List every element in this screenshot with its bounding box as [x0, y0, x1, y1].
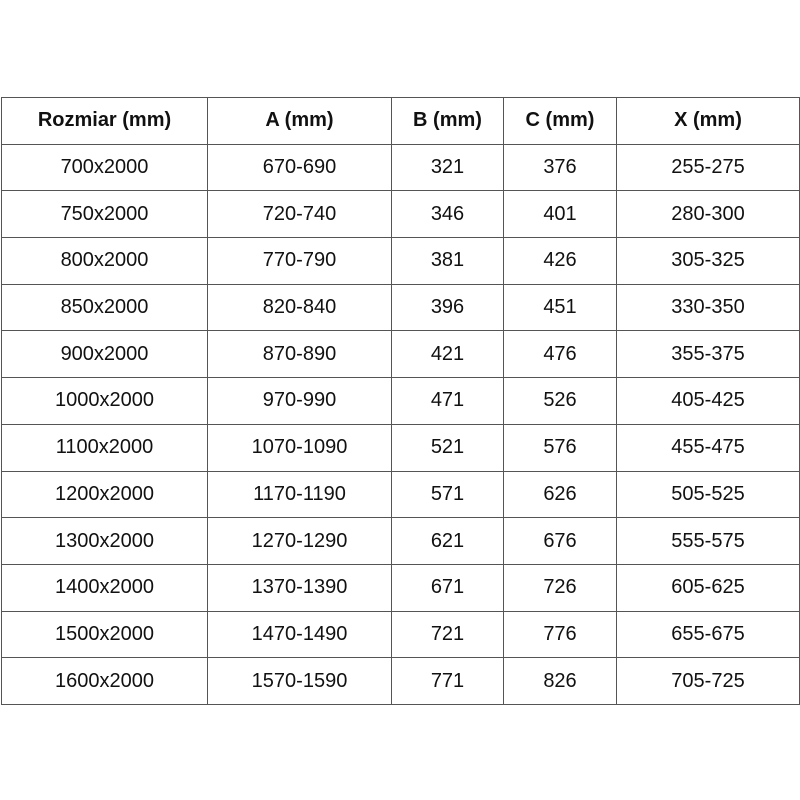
cell-a: 870-890 [207, 330, 392, 379]
cell-x: 605-625 [616, 563, 800, 612]
cell-size: 750x2000 [1, 190, 208, 239]
cell-a: 970-990 [207, 377, 392, 425]
cell-size: 1000x2000 [1, 377, 208, 425]
column-header-c: C (mm) [503, 97, 617, 145]
column-header-a: A (mm) [207, 97, 392, 145]
column-header-b: B (mm) [391, 97, 504, 145]
cell-b: 421 [391, 330, 504, 379]
cell-size: 900x2000 [1, 330, 208, 379]
cell-x: 655-675 [616, 610, 800, 659]
cell-a: 1070-1090 [207, 423, 392, 472]
cell-a: 820-840 [207, 283, 392, 332]
cell-a: 1170-1190 [207, 470, 392, 519]
cell-b: 321 [391, 143, 504, 192]
column-header-size: Rozmiar (mm) [1, 97, 208, 145]
cell-c: 476 [503, 330, 617, 379]
cell-a: 1470-1490 [207, 610, 392, 659]
cell-c: 676 [503, 517, 617, 565]
cell-b: 521 [391, 423, 504, 472]
cell-x: 355-375 [616, 330, 800, 379]
cell-x: 405-425 [616, 377, 800, 425]
cell-x: 280-300 [616, 190, 800, 239]
cell-b: 571 [391, 470, 504, 519]
cell-size: 1500x2000 [1, 610, 208, 659]
cell-size: 1200x2000 [1, 470, 208, 519]
cell-a: 1570-1590 [207, 657, 392, 705]
cell-b: 346 [391, 190, 504, 239]
cell-b: 771 [391, 657, 504, 705]
cell-b: 721 [391, 610, 504, 659]
table-row: 1600x2000 1570-1590 771 826 705-725 [1, 657, 800, 705]
cell-size: 700x2000 [1, 143, 208, 192]
cell-x: 555-575 [616, 517, 800, 565]
table-row: 700x2000 670-690 321 376 255-275 [1, 143, 800, 192]
cell-a: 1270-1290 [207, 517, 392, 565]
table-row: 1000x2000 970-990 471 526 405-425 [1, 377, 800, 425]
cell-a: 770-790 [207, 237, 392, 285]
cell-b: 471 [391, 377, 504, 425]
table-row: 1100x2000 1070-1090 521 576 455-475 [1, 423, 800, 472]
table-row: 800x2000 770-790 381 426 305-325 [1, 237, 800, 285]
table-row: 1500x2000 1470-1490 721 776 655-675 [1, 610, 800, 659]
cell-x: 505-525 [616, 470, 800, 519]
cell-x: 705-725 [616, 657, 800, 705]
cell-c: 776 [503, 610, 617, 659]
cell-b: 621 [391, 517, 504, 565]
cell-size: 1400x2000 [1, 563, 208, 612]
cell-c: 526 [503, 377, 617, 425]
table-row: 750x2000 720-740 346 401 280-300 [1, 190, 800, 239]
cell-a: 1370-1390 [207, 563, 392, 612]
cell-b: 396 [391, 283, 504, 332]
header-row: Rozmiar (mm) A (mm) B (mm) C (mm) X (mm) [1, 97, 800, 145]
cell-c: 401 [503, 190, 617, 239]
cell-c: 451 [503, 283, 617, 332]
cell-b: 671 [391, 563, 504, 612]
cell-c: 376 [503, 143, 617, 192]
cell-size: 800x2000 [1, 237, 208, 285]
cell-x: 455-475 [616, 423, 800, 472]
cell-a: 720-740 [207, 190, 392, 239]
table-row: 900x2000 870-890 421 476 355-375 [1, 330, 800, 379]
table-row: 850x2000 820-840 396 451 330-350 [1, 283, 800, 332]
cell-x: 255-275 [616, 143, 800, 192]
table-row: 1200x2000 1170-1190 571 626 505-525 [1, 470, 800, 519]
cell-size: 1300x2000 [1, 517, 208, 565]
cell-b: 381 [391, 237, 504, 285]
cell-c: 626 [503, 470, 617, 519]
cell-c: 576 [503, 423, 617, 472]
cell-a: 670-690 [207, 143, 392, 192]
cell-x: 330-350 [616, 283, 800, 332]
dimensions-table: Rozmiar (mm) A (mm) B (mm) C (mm) X (mm) 700… [1, 97, 800, 705]
table-row: 1300x2000 1270-1290 621 676 555-575 [1, 517, 800, 565]
cell-size: 1100x2000 [1, 423, 208, 472]
cell-x: 305-325 [616, 237, 800, 285]
cell-c: 426 [503, 237, 617, 285]
cell-size: 1600x2000 [1, 657, 208, 705]
column-header-x: X (mm) [616, 97, 800, 145]
cell-c: 726 [503, 563, 617, 612]
cell-c: 826 [503, 657, 617, 705]
table-row: 1400x2000 1370-1390 671 726 605-625 [1, 563, 800, 612]
cell-size: 850x2000 [1, 283, 208, 332]
